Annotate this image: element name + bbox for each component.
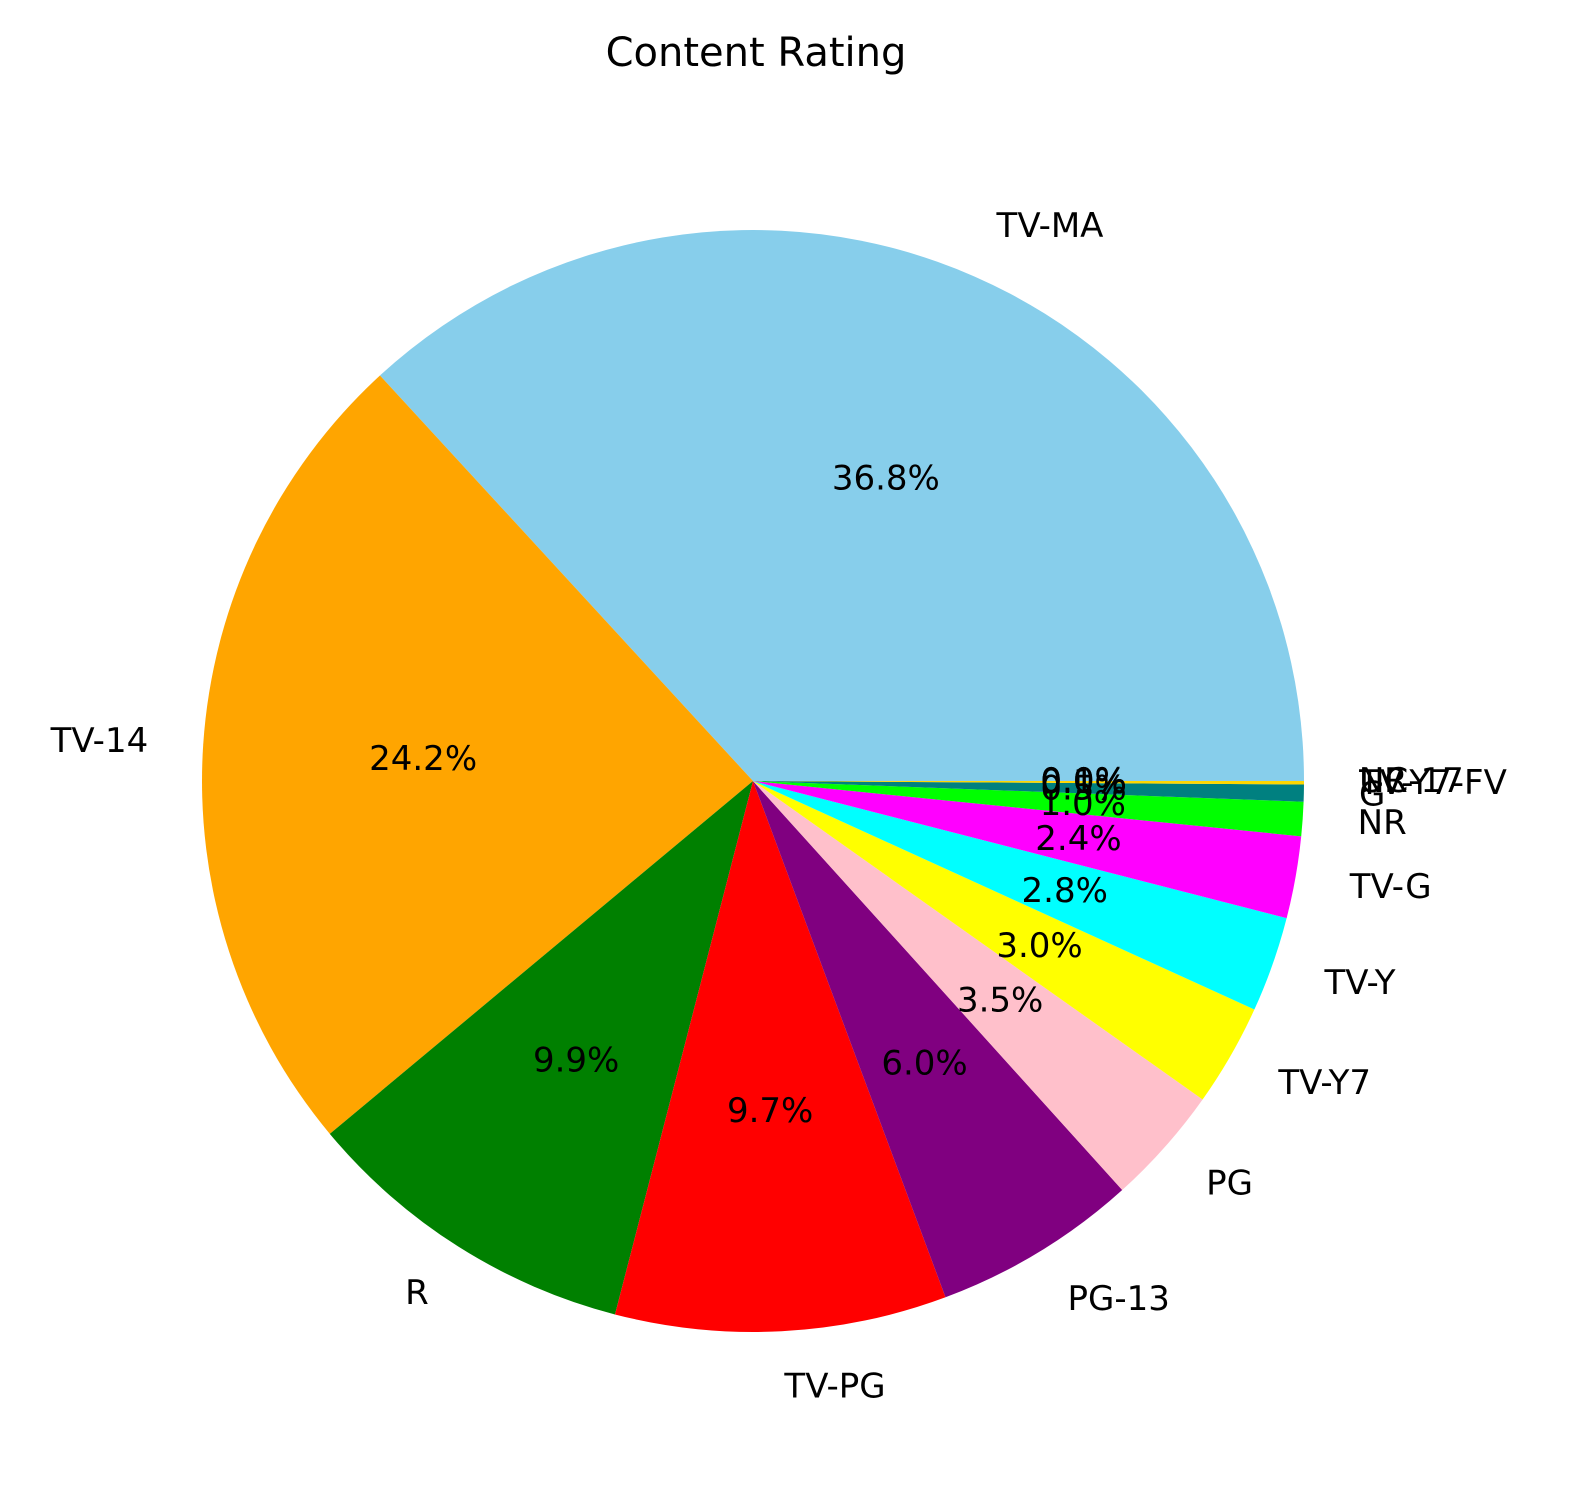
slice-label-pg: PG [1206,1164,1253,1204]
pie-slice-tv-y7-fv [753,781,1304,785]
pct-label-g: 0.5% [1040,768,1126,808]
slice-label-ur: UR [1359,761,1408,801]
pie-slice-tv-14 [202,375,754,1134]
pct-label-nc-17: 0.0% [1040,761,1126,801]
pct-label-pg-13: 6.0% [881,1044,967,1084]
pct-label-ur: 0.0% [1040,761,1126,801]
pct-label-tv-g: 2.4% [1035,819,1121,859]
pie-slice-tv-ma [379,230,1305,781]
slice-label-g: G [1359,774,1385,814]
pie-slices [202,230,1305,1332]
slice-label-nr: NR [1358,803,1407,843]
percent-labels: 36.8% 24.2% 9.9% 9.7% 6.0% 3.5% 3.0% 2.8% 2.4%1.… [369,458,1127,1131]
pie-slice-tv-y [753,781,1287,1010]
pie-slice-pg-13 [753,781,1123,1298]
pct-label-nr: 1.0% [1040,784,1126,824]
pct-label-tv-y7: 3.0% [996,926,1082,966]
pie-slice-r [329,781,753,1315]
slice-label-tv-y7-fv: TV-Y7-FV [1358,763,1507,803]
pct-label-tv-ma: 36.8% [832,458,940,498]
slice-label-tv-14: TV-14 [50,721,149,761]
slice-label-tv-ma: TV-MA [996,206,1104,246]
slice-label-r: R [405,1273,429,1313]
pct-label-tv-y: 2.8% [1022,871,1108,911]
slice-label-nc-17: NC-17 [1359,761,1464,801]
pie-slice-pg [753,781,1203,1191]
pie-slice-nr [753,781,1304,837]
pie-slice-g [753,781,1304,802]
pct-label-tv-y7-fv: 0.1% [1040,762,1126,802]
slice-label-pg-13: PG-13 [1068,1279,1170,1319]
slice-label-tv-g: TV-G [1349,867,1432,907]
pct-label-tv-14: 24.2% [369,739,477,779]
pct-label-pg: 3.5% [957,981,1043,1021]
slice-label-tv-y7: TV-Y7 [1277,1063,1371,1103]
pie-slice-tv-y7 [753,781,1255,1100]
pct-label-tv-pg: 9.7% [727,1091,813,1131]
pct-label-r: 9.9% [533,1040,619,1080]
pie-slice-tv-pg [614,781,946,1332]
slice-label-tv-y: TV-Y [1323,963,1395,1003]
category-labels: TV-MA TV-14 R TV-PG PG-13 PG TV-Y7 TV-Y TV-G NRGT… [50,206,1507,1406]
slice-label-tv-pg: TV-PG [783,1366,885,1406]
chart-title: Content Rating [606,30,907,76]
pie-slice-tv-g [753,781,1302,919]
